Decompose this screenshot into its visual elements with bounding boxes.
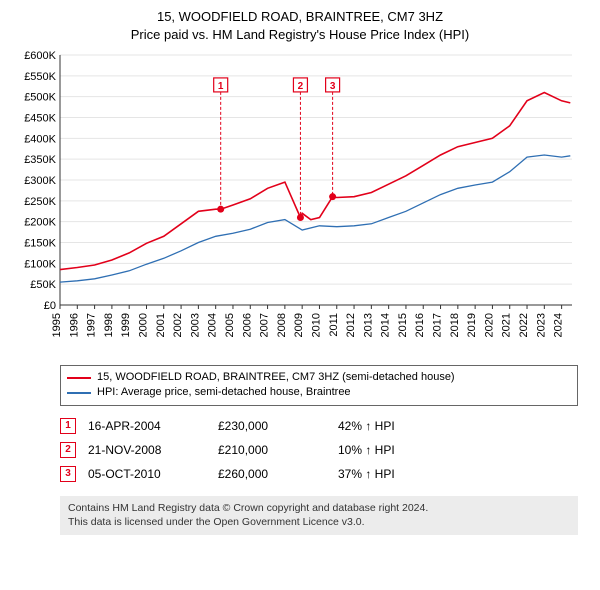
x-tick-label: 1995 bbox=[51, 313, 63, 337]
event-date: 05-OCT-2010 bbox=[88, 467, 218, 481]
x-tick-label: 2021 bbox=[501, 313, 513, 337]
chart-titles: 15, WOODFIELD ROAD, BRAINTREE, CM7 3HZ P… bbox=[12, 8, 588, 43]
line-chart-svg: £0 £50K £100K £150K £200K £250K £300K £350K £400… bbox=[12, 47, 588, 357]
legend-row: 15, WOODFIELD ROAD, BRAINTREE, CM7 3HZ (… bbox=[67, 370, 571, 385]
x-tick-label: 2005 bbox=[224, 313, 236, 337]
x-tick-label: 2013 bbox=[362, 313, 374, 337]
event-marker: 1 bbox=[60, 418, 76, 434]
marker-dot bbox=[217, 206, 224, 213]
legend-swatch bbox=[67, 392, 91, 394]
x-tick-label: 2012 bbox=[345, 313, 357, 337]
event-row: 2 21-NOV-2008£210,00010% ↑ HPI bbox=[60, 438, 578, 462]
x-tick-label: 2017 bbox=[432, 313, 444, 337]
y-tick-label: £300K bbox=[24, 175, 56, 187]
event-row: 3 05-OCT-2010£260,00037% ↑ HPI bbox=[60, 462, 578, 486]
events-table: 1 16-APR-2004£230,00042% ↑ HPI 2 21-NOV-200… bbox=[60, 414, 578, 486]
x-tick-label: 2006 bbox=[241, 313, 253, 337]
y-tick-label: £600K bbox=[24, 50, 56, 62]
event-marker: 2 bbox=[60, 442, 76, 458]
x-tick-label: 2019 bbox=[466, 313, 478, 337]
y-tick-label: £150K bbox=[24, 238, 56, 250]
event-price: £230,000 bbox=[218, 419, 338, 433]
title-line-1: 15, WOODFIELD ROAD, BRAINTREE, CM7 3HZ bbox=[12, 8, 588, 26]
event-marker: 3 bbox=[60, 466, 76, 482]
x-tick-label: 2018 bbox=[449, 313, 461, 337]
legend-label: HPI: Average price, semi-detached house,… bbox=[97, 385, 351, 400]
attribution-line-1: Contains HM Land Registry data © Crown c… bbox=[68, 502, 570, 516]
event-delta: 42% ↑ HPI bbox=[338, 419, 578, 433]
attribution-box: Contains HM Land Registry data © Crown c… bbox=[60, 496, 578, 535]
y-tick-label: £50K bbox=[30, 279, 56, 291]
y-tick-label: £550K bbox=[24, 71, 56, 83]
x-tick-label: 2009 bbox=[293, 313, 305, 337]
legend-row: HPI: Average price, semi-detached house,… bbox=[67, 385, 571, 400]
legend-label: 15, WOODFIELD ROAD, BRAINTREE, CM7 3HZ (… bbox=[97, 370, 455, 385]
attribution-line-2: This data is licensed under the Open Gov… bbox=[68, 516, 570, 530]
title-line-2: Price paid vs. HM Land Registry's House … bbox=[12, 26, 588, 44]
event-price: £210,000 bbox=[218, 443, 338, 457]
event-row: 1 16-APR-2004£230,00042% ↑ HPI bbox=[60, 414, 578, 438]
marker-flag-num: 3 bbox=[330, 81, 336, 92]
event-date: 16-APR-2004 bbox=[88, 419, 218, 433]
x-tick-label: 2011 bbox=[328, 313, 340, 337]
y-tick-label: £250K bbox=[24, 196, 56, 208]
x-tick-label: 2008 bbox=[276, 313, 288, 337]
x-tick-label: 1996 bbox=[68, 313, 80, 337]
marker-flag-num: 2 bbox=[298, 81, 304, 92]
y-tick-label: £100K bbox=[24, 258, 56, 270]
y-tick-label: £500K bbox=[24, 92, 56, 104]
x-tick-label: 1999 bbox=[120, 313, 132, 337]
y-tick-label: £0 bbox=[44, 300, 56, 312]
x-tick-label: 2000 bbox=[137, 313, 149, 337]
marker-flag-num: 1 bbox=[218, 81, 224, 92]
marker-dot bbox=[329, 193, 336, 200]
x-tick-label: 2003 bbox=[189, 313, 201, 337]
event-delta: 37% ↑ HPI bbox=[338, 467, 578, 481]
event-price: £260,000 bbox=[218, 467, 338, 481]
y-tick-label: £200K bbox=[24, 217, 56, 229]
event-delta: 10% ↑ HPI bbox=[338, 443, 578, 457]
x-tick-label: 1998 bbox=[103, 313, 115, 337]
x-tick-label: 2024 bbox=[553, 313, 565, 337]
event-date: 21-NOV-2008 bbox=[88, 443, 218, 457]
x-tick-label: 2022 bbox=[518, 313, 530, 337]
x-tick-label: 2016 bbox=[414, 313, 426, 337]
x-tick-label: 2015 bbox=[397, 313, 409, 337]
marker-dot bbox=[297, 214, 304, 221]
legend-swatch bbox=[67, 377, 91, 379]
chart-container: 15, WOODFIELD ROAD, BRAINTREE, CM7 3HZ P… bbox=[0, 0, 600, 545]
y-tick-label: £450K bbox=[24, 113, 56, 125]
x-tick-label: 1997 bbox=[86, 313, 98, 337]
x-tick-label: 2007 bbox=[259, 313, 271, 337]
x-tick-label: 2001 bbox=[155, 313, 167, 337]
chart-area: £0 £50K £100K £150K £200K £250K £300K £350K £400… bbox=[12, 47, 588, 357]
x-tick-label: 2020 bbox=[483, 313, 495, 337]
x-tick-label: 2004 bbox=[207, 313, 219, 337]
x-tick-label: 2010 bbox=[310, 313, 322, 337]
x-tick-label: 2014 bbox=[380, 313, 392, 337]
x-tick-label: 2002 bbox=[172, 313, 184, 337]
legend-box: 15, WOODFIELD ROAD, BRAINTREE, CM7 3HZ (… bbox=[60, 365, 578, 406]
y-tick-label: £400K bbox=[24, 133, 56, 145]
y-tick-label: £350K bbox=[24, 154, 56, 166]
x-tick-label: 2023 bbox=[535, 313, 547, 337]
